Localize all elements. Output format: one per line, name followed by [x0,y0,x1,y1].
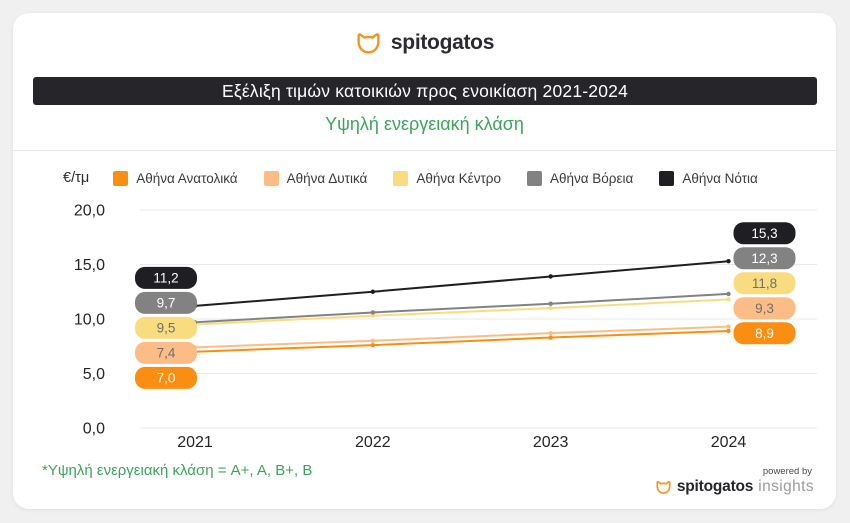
series-line [194,298,730,326]
series-marker [370,313,376,318]
value-pill-label: 9,3 [755,301,774,316]
series-marker [370,289,376,294]
value-pill [135,341,197,364]
x-tick-label: 2021 [177,434,213,451]
line-chart: 0,0 5,0 10,0 15,0 20,0 2021 2022 2023 2024 11,2 9,… [74,203,817,451]
title-bar: Εξέλιξη τιμών κατοικιών προς ενοικίαση 2… [33,77,817,105]
value-pill-label: 8,9 [755,326,774,341]
divider-line [13,150,836,151]
value-pill [733,247,796,270]
series-marker [548,330,553,336]
value-pill [733,222,796,245]
footer-branding: powered by spitogatos insights [655,466,814,496]
value-pill [733,297,796,320]
legend-label: Αθήνα Ανατολικά [136,170,238,186]
legend-label: Αθήνα Δυτικά [286,170,368,186]
legend-item-3: Αθήνα Βόρεια [526,170,634,186]
chart-title: Εξέλιξη τιμών κατοικιών προς ενοικίαση 2… [221,80,629,101]
y-axis-unit-label: €/τμ [63,170,90,186]
legend: €/τμ Αθήνα Ανατολικά Αθήνα Δυτικά Αθήνα Κέ… [63,166,758,190]
infographic-card: spitogatos Εξέλιξη τιμών κατοικιών προς … [13,13,836,509]
value-pill [135,266,197,289]
value-pill-label: 9,5 [157,321,176,336]
series-marker [548,335,553,340]
legend-swatch [113,170,129,186]
x-tick-label: 2023 [533,434,569,451]
legend-swatch [526,170,542,186]
legend-item-0: Αθήνα Ανατολικά [113,170,238,186]
footer-brand-name: spitogatos [676,478,754,495]
legend-swatch [393,170,409,186]
footer-logo: spitogatos insights [655,478,814,496]
x-tick-label: 2024 [711,434,747,451]
y-tick-label: 5,0 [83,366,105,383]
x-tick-label: 2022 [355,434,391,451]
powered-by-label: powered by [762,466,812,477]
value-pill-label: 11,2 [153,271,178,286]
y-tick-label: 20,0 [74,203,105,220]
series-marker [726,297,731,302]
legend-item-1: Αθήνα Δυτικά [263,170,368,186]
series-marker [370,338,376,343]
legend-item-4: Αθήνα Νότια [659,170,758,186]
legend-item-2: Αθήνα Κέντρο [393,170,501,186]
series-marker [726,328,731,334]
value-pill-label: 15,3 [751,226,777,241]
legend-label: Αθήνα Κέντρο [416,170,501,186]
cat-icon [357,32,380,54]
value-pill-label: 11,8 [752,276,777,291]
value-pill [733,322,796,345]
series-marker [548,301,553,306]
series-marker [726,324,731,329]
series-marker [726,259,731,264]
series-line [194,292,730,324]
value-pill [135,316,197,339]
value-pill [135,291,197,314]
value-pill-label: 7,4 [157,346,176,361]
header-logo: spitogatos [13,31,836,55]
y-tick-label: 0,0 [83,421,105,438]
series-marker [548,305,553,311]
legend-swatch [263,170,279,186]
series-line [194,325,730,349]
legend-swatch [659,170,675,186]
footnote: *Υψηλή ενεργειακή κλάση = A+, A, B+, B [42,462,313,479]
y-tick-label: 15,0 [74,257,105,274]
value-pill [733,272,796,295]
value-pill [135,366,197,389]
series-line [194,329,730,353]
series-marker [548,274,553,279]
legend-label: Αθήνα Νότια [682,170,758,186]
chart-subtitle: Υψηλή ενεργειακή κλάση [325,114,524,134]
series-line [194,260,730,307]
value-pill-label: 12,3 [751,251,777,266]
brand-wordmark: spitogatos [390,31,495,54]
series-marker [370,310,376,315]
footer-product-name: insights [758,478,814,495]
value-pill-label: 9,7 [157,296,176,311]
cat-icon-small [656,480,671,494]
y-tick-label: 10,0 [74,312,105,329]
value-pill-label: 7,0 [157,371,176,386]
series-marker [726,291,731,297]
legend-label: Αθήνα Βόρεια [549,170,634,186]
series-marker [370,342,376,348]
